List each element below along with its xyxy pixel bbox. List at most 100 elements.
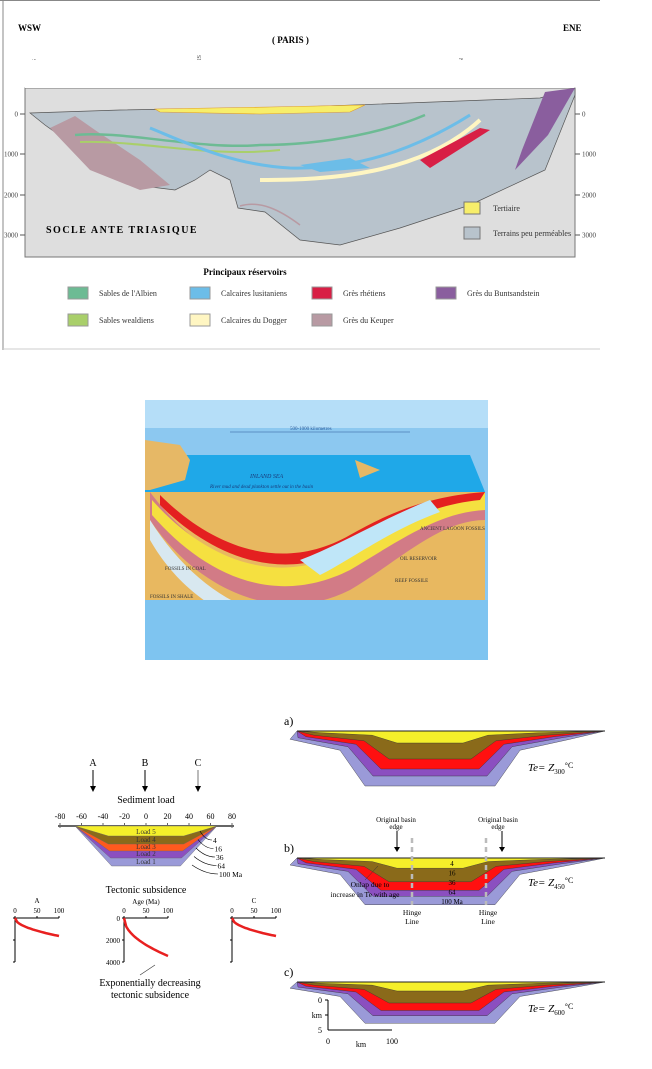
depth-label-left: 0 (15, 111, 19, 119)
reservoir-label: Sables de l'Albien (99, 289, 157, 298)
panel-letter: b) (284, 841, 294, 855)
arrow-head-icon (90, 786, 96, 792)
age-label: 36 (216, 853, 224, 862)
panel-a: a) Te= Z300°C (284, 714, 606, 787)
c-depth-5: 5 (318, 1026, 322, 1035)
load-axis-label: 60 (207, 812, 215, 821)
wealdien-layer (79, 140, 281, 154)
paris-basin-section: WSW ENE ( PARIS ) ANGERSTOURSORLEANSMELU… (0, 0, 600, 350)
panel-c-scale: 0 5 km 0 100 km (312, 996, 398, 1049)
reservoir-swatch (189, 286, 211, 300)
age-label: 16 (215, 845, 223, 854)
point-label: A (89, 758, 97, 769)
edge-label-right-2: edge (491, 823, 504, 831)
legend-label: Terrains peu perméables (493, 229, 571, 238)
load-label: Load 2 (136, 850, 156, 858)
load-axis-label: -80 (55, 812, 66, 821)
dir-wsw: WSW (18, 23, 41, 33)
reservoir-label: Grès rhétiens (343, 289, 385, 298)
depth-tick: 2000 (106, 937, 121, 945)
reservoir-swatch (67, 313, 89, 327)
load-axis-label: 20 (164, 812, 172, 821)
hinge-right-2: Line (481, 917, 495, 926)
legend-label: Tertiaire (493, 204, 520, 213)
te-label: Te= Z450°C (528, 876, 573, 891)
load-label: Load 1 (136, 858, 156, 866)
panel-b-age: 4 (450, 860, 454, 868)
age-tick: 0 (13, 907, 17, 915)
reservoir-label: Grès du Buntsandstein (467, 289, 539, 298)
age-tick: 0 (122, 907, 126, 915)
label-lagoon: ANCIENT LAGOON FOSSILS (420, 527, 485, 532)
depth-label-right: 1000 (582, 151, 597, 159)
age-tick: 100 (54, 907, 65, 915)
load-axis-label: 0 (144, 812, 148, 821)
edge-label-left: Original basin (376, 816, 416, 824)
c-depth-0: 0 (318, 996, 322, 1005)
hinge-left-2: Line (405, 917, 419, 926)
reservoir-swatch (435, 286, 457, 300)
socle-label: SOCLE ANTE TRIASIQUE (46, 225, 198, 236)
sediment-load-label: Sediment load (117, 795, 175, 806)
basin-layer (296, 730, 606, 744)
panel-b-age: 100 Ma (441, 898, 463, 906)
load-axis-label: 40 (185, 812, 193, 821)
age-arrow-icon (199, 830, 213, 841)
load-axis-label: -60 (76, 812, 87, 821)
legend-swatch (463, 201, 481, 215)
reservoir-swatch (311, 313, 333, 327)
basin-layer (296, 857, 606, 882)
age-arrow-icon (193, 856, 217, 866)
te-label: Te= Z600°C (528, 1002, 573, 1017)
basin-layer (296, 730, 606, 760)
load-axis-label: -20 (119, 812, 130, 821)
tectonic-title: Tectonic subsidence (106, 885, 187, 896)
load-label: Load 3 (136, 843, 156, 851)
depth-label-right: 0 (582, 111, 586, 119)
panel-c: c) Te= Z600°C (284, 965, 606, 1024)
scale-label: 500-1000 kilometres (290, 427, 332, 432)
age-arrow-icon (191, 864, 219, 875)
panel-b: b) Te= Z450°C (284, 841, 606, 905)
reservoir-swatch (189, 313, 211, 327)
onlap-label-2: increase in Te with age (331, 890, 401, 899)
age-tick: 100 (163, 907, 174, 915)
age-label: 100 Ma (219, 870, 243, 879)
depth-tick: 4000 (106, 959, 121, 967)
depth-label-left: 2000 (4, 192, 19, 200)
caption-line2: tectonic subsidence (111, 990, 190, 1001)
legend-swatch (463, 226, 481, 240)
buntsandstein-layer (515, 88, 575, 170)
label-river-mud: River mud and dead plankton settle out i… (209, 485, 314, 490)
label-reef: REEF FOSSILE (395, 579, 428, 584)
dogger-layer (259, 118, 482, 182)
load-axis-label: -40 (98, 812, 109, 821)
rhetien-layer (420, 128, 490, 168)
panel-b-age: 36 (449, 879, 457, 887)
lusitanien-layer (149, 113, 471, 170)
basin-layer (296, 981, 606, 1004)
hinge-left-1: Hinge (403, 908, 422, 917)
tertiaire-layer (153, 104, 366, 115)
reservoir-label: Calcaires du Dogger (221, 316, 287, 325)
caption-line1: Exponentially decreasing (99, 978, 200, 989)
subsidence-curve (122, 917, 169, 958)
reservoir-label: Sables wealdiens (99, 316, 154, 325)
edge-label-right: Original basin (478, 816, 518, 824)
panel-b-age: 16 (449, 870, 457, 878)
c-x-0: 0 (326, 1037, 330, 1046)
age-axis-label: Age (Ma) (132, 898, 160, 906)
sea-label: INLAND SEA (249, 474, 284, 480)
age-tick: 100 (271, 907, 282, 915)
paris-label: ( PARIS ) (272, 35, 309, 45)
label-fossils-shale: FOSSILS IN SHALE (150, 595, 193, 600)
age-tick: 50 (34, 907, 42, 915)
age-label: 64 (218, 862, 226, 871)
load-layer (74, 825, 218, 837)
age-label: 4 (213, 836, 217, 845)
point-label: C (195, 758, 202, 769)
c-x-unit: km (356, 1040, 367, 1049)
depth-label-right: 3000 (582, 232, 597, 240)
hinge-right-1: Hinge (479, 908, 498, 917)
